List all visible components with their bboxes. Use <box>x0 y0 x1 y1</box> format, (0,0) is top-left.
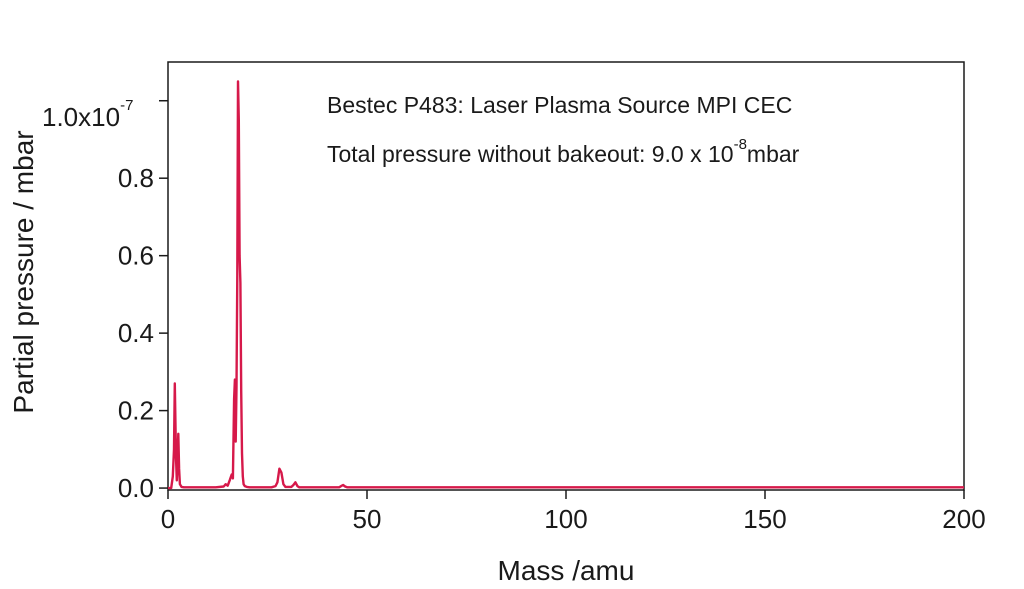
total-pressure-exponent: -8 <box>734 136 747 153</box>
x-tick-label: 0 <box>161 504 175 534</box>
total-pressure-text: Total pressure without bakeout: 9.0 x 10 <box>327 141 734 167</box>
total-pressure-unit: mbar <box>747 141 800 167</box>
x-axis-title: Mass /amu <box>498 555 635 586</box>
y-axis-title: Partial pressure / mbar <box>8 130 39 413</box>
plot-frame <box>167 61 965 491</box>
annotation-total-pressure: Total pressure without bakeout: 9.0 x 10… <box>327 136 800 167</box>
y-axis: 0.0 0.2 0.4 0.6 0.8 <box>118 99 168 503</box>
x-tick-label: 150 <box>743 504 786 534</box>
annotation-title: Bestec P483: Laser Plasma Source MPI CEC <box>327 92 792 118</box>
y-tick-label: 0.6 <box>118 241 154 271</box>
y-tick-label: 0.4 <box>118 318 154 348</box>
x-tick-label: 50 <box>353 504 382 534</box>
y-tick-label: 0.0 <box>118 473 154 503</box>
series-line <box>168 80 964 490</box>
x-axis: 0 50 100 150 200 <box>161 490 986 534</box>
y-tick-label: 0.2 <box>118 396 154 426</box>
y-tick-label: 0.8 <box>118 163 154 193</box>
y-multiplier-base: 1.0x10 <box>42 102 120 132</box>
x-tick-label: 200 <box>942 504 985 534</box>
y-multiplier-exponent: -7 <box>120 97 133 114</box>
x-tick-label: 100 <box>544 504 587 534</box>
y-multiplier: 1.0x10-7 <box>42 97 133 132</box>
